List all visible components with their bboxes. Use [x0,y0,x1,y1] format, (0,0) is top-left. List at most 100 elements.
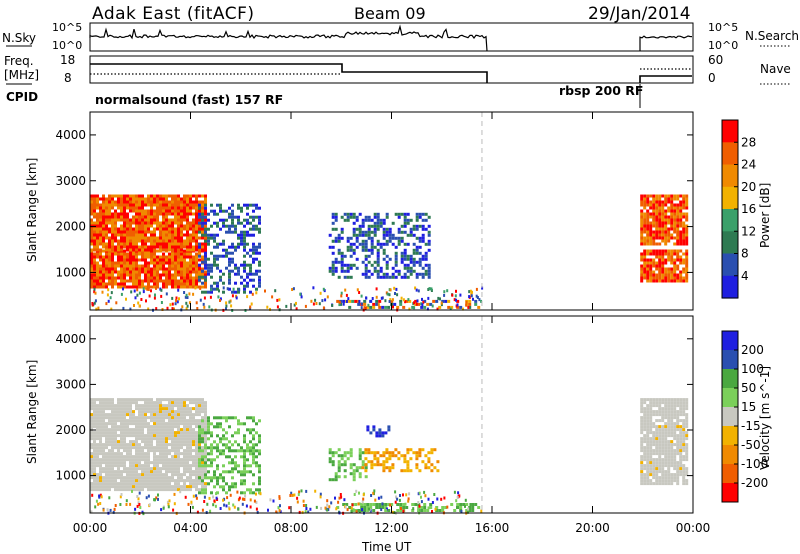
heat-cell [120,242,123,246]
colorbar-tick-label: 24 [741,158,756,172]
heat-cell [90,279,93,283]
heat-cell [174,248,177,252]
scatter-cell [389,503,392,507]
heat-cell [171,258,174,262]
heat-cell [93,416,96,420]
heat-cell [201,285,204,289]
heat-cell [682,252,686,256]
scatter-cell [326,499,329,503]
heat-cell [159,476,162,480]
heat-cell [165,446,168,450]
heat-cell [177,285,180,289]
heat-cell [129,258,132,262]
heat-cell [652,461,656,465]
heat-cell [415,251,419,255]
heat-cell [144,215,147,219]
heat-cell [132,203,135,207]
heat-cell [367,233,371,237]
heat-cell [150,407,153,411]
scatter-cell [469,289,472,293]
heat-cell [417,302,421,306]
heat-cell [186,215,189,219]
heat-cell [204,218,207,222]
heat-cell [670,440,674,444]
heat-cell [228,245,231,249]
heat-cell [180,227,183,231]
heat-cell [409,457,413,461]
heat-cell [376,451,380,455]
heat-cell [364,269,368,273]
heat-cell [372,425,376,429]
heat-cell [162,221,165,225]
heat-cell [135,285,138,289]
heat-cell [192,203,195,207]
heat-cell [258,488,261,492]
heat-cell [189,276,192,280]
heat-cell [655,458,659,462]
heat-cell [640,224,644,228]
heat-cell [246,251,249,255]
heat-cell [658,434,662,438]
heat-cell [676,249,680,253]
heat-cell [162,264,165,268]
heat-cell [153,431,156,435]
heat-cell [664,431,668,435]
colorbar-tick-label: 16 [741,202,756,216]
heat-cell [153,470,156,474]
heat-cell [132,233,135,237]
heat-cell [111,227,114,231]
heat-cell [243,254,246,258]
heat-cell [240,263,243,267]
heat-cell [652,413,656,417]
heat-cell [658,230,662,234]
scatter-cell [105,302,108,306]
heat-cell [117,270,120,274]
heat-cell [331,463,335,467]
heat-cell [682,410,686,414]
heat-cell [382,218,386,222]
heat-cell [337,469,341,473]
scatter-cell [159,287,162,291]
heat-cell [243,248,246,252]
heat-cell [252,491,255,495]
heat-cell [96,437,99,441]
heat-cell [186,197,189,201]
heat-cell [114,446,117,450]
heat-cell [670,279,674,283]
heat-cell [129,488,132,492]
heat-cell [120,443,123,447]
heat-cell [111,203,114,207]
heat-cell [198,434,201,438]
heat-cell [640,470,644,474]
heat-cell [676,218,680,222]
scatter-cell [352,508,355,512]
heat-cell [102,446,105,450]
heat-cell [147,476,150,480]
heat-cell [234,230,237,234]
heat-cell [174,437,177,441]
heat-cell [180,398,183,402]
heat-cell [102,227,105,231]
scatter-cell [138,491,141,495]
heat-cell [180,255,183,259]
heat-cell [129,476,132,480]
heat-cell [643,407,647,411]
scatter-cell [225,301,228,305]
x-tick-label: 00:00 [73,521,108,535]
heat-cell [108,227,111,231]
heat-cell [204,197,207,201]
heat-cell [150,416,153,420]
heat-cell [649,242,653,246]
heat-cell [222,485,225,489]
heat-cell [658,398,662,402]
scatter-cell [160,288,163,292]
heat-cell [126,239,129,243]
scatter-cell [228,507,231,511]
heat-cell [162,209,165,213]
heat-cell [162,467,165,471]
heat-cell [159,455,162,459]
scatter-cell [225,504,228,508]
heat-cell [412,227,416,231]
heat-cell [108,230,111,234]
heat-cell [195,488,198,492]
